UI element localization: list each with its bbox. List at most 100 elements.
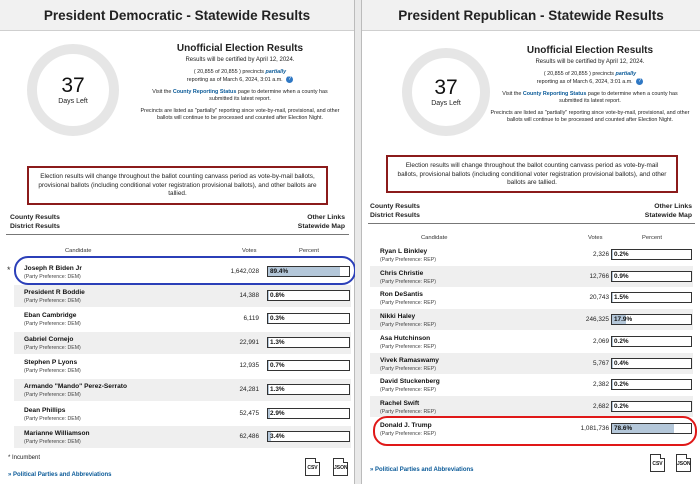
- candidate-name: Gabriel Cornejo: [24, 335, 74, 343]
- percent-value: 0.9%: [614, 272, 629, 280]
- candidate-name: Chris Christie: [380, 269, 424, 277]
- percent-value: 1.5%: [614, 294, 629, 302]
- candidate-name: Eban Cambridge: [24, 312, 77, 320]
- json-download-icon[interactable]: JSON: [676, 454, 691, 472]
- table-row: Chris Christie (Party Preference: REP) 12,…: [370, 265, 693, 287]
- political-parties-link[interactable]: » Political Parties and Abbreviations: [8, 472, 112, 478]
- vote-count: 12,935: [239, 362, 259, 370]
- results-links: County Results District Results Other Li…: [10, 213, 345, 233]
- percent-bar-fill: [268, 290, 269, 300]
- table-row: President R Boddie (Party Preference: DEM…: [14, 284, 351, 307]
- percent-value: 0.3%: [270, 315, 285, 323]
- table-row: Joseph R Biden Jr (Party Preference: DEM)…: [14, 261, 351, 283]
- political-parties-link[interactable]: » Political Parties and Abbreviations: [370, 467, 474, 473]
- table-row: Asa Hutchinson (Party Preference: REP) 2,0…: [370, 330, 693, 352]
- percent-bar: 1.3%: [267, 384, 350, 395]
- candidate-name: Ron DeSantis: [380, 291, 423, 299]
- party-preference: (Party Preference: REP): [380, 343, 436, 350]
- results-notice: Election results will change throughout …: [386, 155, 678, 193]
- days-left-counter: 37 Days Left: [402, 48, 490, 136]
- vote-count: 22,991: [239, 338, 259, 346]
- percent-bar-fill: [268, 337, 270, 347]
- highlight-oval-red: [373, 416, 697, 446]
- vote-count: 5,767: [593, 359, 609, 367]
- divider: [6, 234, 349, 235]
- county-reporting-status-link[interactable]: County Reporting Status: [522, 90, 587, 97]
- page-title: President Republican - Statewide Results: [362, 0, 700, 31]
- percent-bar: 17.9%: [611, 314, 692, 326]
- county-reporting-status-link[interactable]: County Reporting Status: [172, 88, 237, 95]
- table-row: Ron DeSantis (Party Preference: REP) 20,74…: [370, 287, 693, 309]
- precincts-partially: partially: [615, 71, 637, 77]
- json-download-icon[interactable]: JSON: [333, 458, 348, 476]
- county-results-link[interactable]: County Results: [370, 203, 420, 210]
- certified-note: Results will be certified by April 12, 2…: [535, 59, 645, 65]
- csv-download-icon[interactable]: CSV: [305, 458, 320, 476]
- candidate-name: Rachel Swift: [380, 399, 420, 407]
- partial-reporting-note: Precincts are listed as "partially" repo…: [490, 109, 690, 123]
- column-header-percent: Percent: [642, 235, 662, 241]
- statewide-map-link[interactable]: Statewide Map: [297, 223, 345, 230]
- county-results-link[interactable]: County Results: [10, 214, 60, 221]
- table-row: Donald J. Trump (Party Preference: REP) 1,…: [370, 417, 693, 439]
- percent-bar: 0.4%: [611, 357, 692, 369]
- incumbent-marker: *: [7, 265, 11, 275]
- district-results-link[interactable]: District Results: [370, 212, 420, 219]
- percent-value: 0.4%: [614, 359, 629, 367]
- candidate-name: President R Boddie: [24, 288, 85, 296]
- percent-bar: 0.2%: [611, 379, 692, 391]
- column-header-candidate: Candidate: [421, 235, 448, 241]
- candidate-name: Joseph R Biden Jr: [24, 265, 82, 272]
- percent-value: 0.2%: [614, 402, 629, 410]
- highlight-oval-blue: [14, 256, 356, 285]
- party-preference: (Party Preference: REP): [380, 257, 436, 263]
- table-row: Dean Phillips (Party Preference: DEM) 52,4…: [14, 402, 351, 425]
- percent-value: 0.2%: [614, 251, 629, 258]
- table-row: Gabriel Cornejo (Party Preference: DEM) 22…: [14, 331, 351, 354]
- table-row: Rachel Swift (Party Preference: REP) 2,682…: [370, 395, 693, 417]
- vote-count: 1,081,736: [580, 424, 609, 432]
- divider: [368, 223, 695, 224]
- party-preference: (Party Preference: DEM): [24, 297, 81, 304]
- district-results-link[interactable]: District Results: [10, 223, 60, 230]
- percent-value: 1.3%: [270, 386, 285, 393]
- percent-value: 0.2%: [614, 337, 629, 345]
- percent-bar: 0.7%: [267, 360, 350, 372]
- percent-value: 89.4%: [270, 268, 289, 275]
- percent-bar: 1.3%: [267, 336, 350, 348]
- percent-value: 2.9%: [270, 409, 285, 417]
- partial-reporting-note: Precincts are listed as "partially" repo…: [140, 107, 340, 121]
- table-row: Ryan L Binkley (Party Preference: REP) 2,3…: [370, 244, 693, 265]
- democratic-results-panel: President Democratic - Statewide Results…: [0, 0, 356, 484]
- party-preference: (Party Preference: DEM): [24, 368, 81, 375]
- party-preference: (Party Preference: REP): [380, 365, 436, 372]
- party-preference: (Party Preference: DEM): [24, 344, 81, 351]
- vote-count: 6,119: [243, 315, 259, 323]
- vote-count: 2,069: [593, 337, 609, 345]
- results-heading: Unofficial Election Results: [176, 43, 304, 54]
- candidate-name: David Stuckenberg: [380, 378, 440, 386]
- party-preference: (Party Preference: DEM): [24, 439, 81, 446]
- panel-divider: [355, 0, 361, 484]
- column-header-votes: Votes: [242, 248, 257, 254]
- help-icon[interactable]: ?: [636, 78, 644, 85]
- help-icon[interactable]: ?: [286, 76, 294, 83]
- table-row: Stephen P Lyons (Party Preference: DEM) 12…: [14, 355, 351, 378]
- other-links-label: Other Links: [307, 214, 345, 221]
- percent-bar: 3.4%: [267, 431, 350, 443]
- days-left-counter: 37 Days Left: [27, 44, 119, 136]
- statewide-map-link[interactable]: Statewide Map: [644, 212, 692, 219]
- percent-bar: 0.9%: [611, 270, 692, 282]
- vote-count: 14,388: [239, 291, 259, 299]
- csv-download-icon[interactable]: CSV: [650, 454, 665, 472]
- percent-bar: 0.8%: [267, 289, 350, 301]
- page-title: President Democratic - Statewide Results: [0, 0, 354, 31]
- column-header-candidate: Candidate: [65, 248, 92, 254]
- party-preference: (Party Preference: DEM): [24, 392, 81, 398]
- percent-bar-fill: [268, 385, 270, 394]
- table-row: Vivek Ramaswamy (Party Preference: REP) 5,…: [370, 352, 693, 374]
- election-info: Unofficial Election Results Results will…: [490, 45, 690, 124]
- party-preference: (Party Preference: REP): [380, 387, 436, 394]
- candidate-name: Asa Hutchinson: [380, 334, 431, 342]
